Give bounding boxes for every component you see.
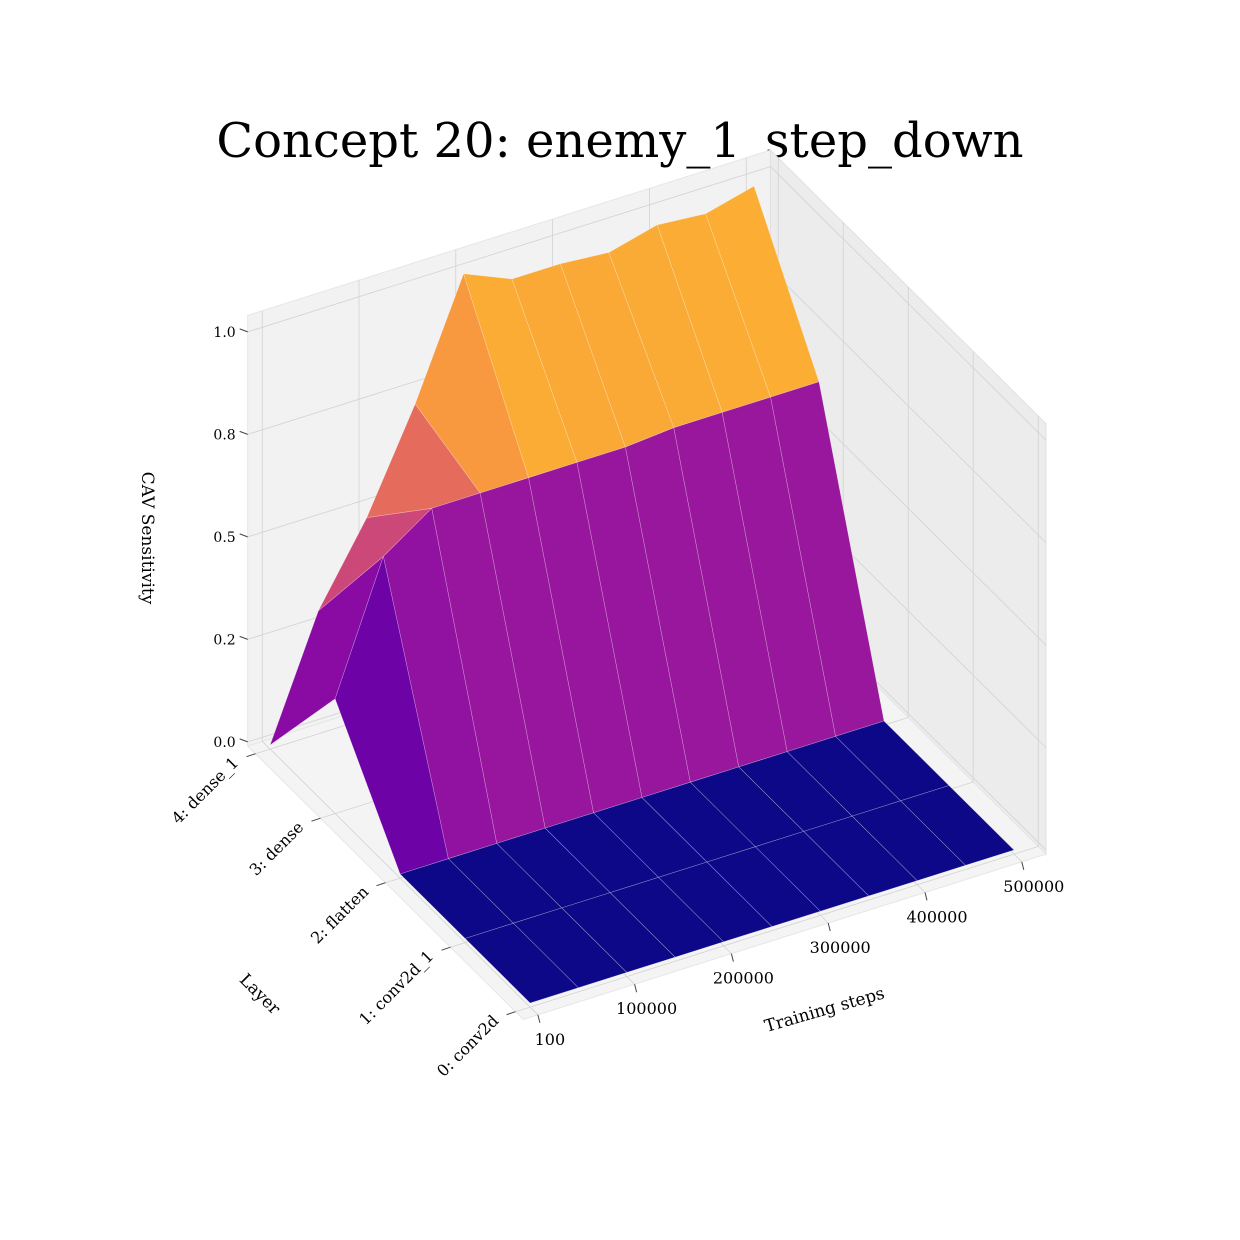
x-tick bbox=[924, 892, 928, 901]
z-axis-label: CAV Sensitivity bbox=[137, 472, 157, 605]
y-tick bbox=[376, 882, 386, 887]
surface-face bbox=[835, 720, 950, 802]
x-tick bbox=[730, 953, 734, 962]
z-tick-label: 0.5 bbox=[213, 530, 235, 546]
x-tick bbox=[1021, 861, 1025, 870]
x-tick-label: 200000 bbox=[713, 969, 774, 988]
chart-title: Concept 20: enemy_1_step_down bbox=[216, 113, 1023, 169]
y-axis-label: Layer bbox=[235, 970, 285, 1020]
z-tick-label: 0.8 bbox=[213, 427, 235, 443]
x-tick-label: 400000 bbox=[906, 907, 967, 926]
y-tick-label: 2: flatten bbox=[307, 882, 372, 947]
y-tick bbox=[246, 753, 256, 758]
x-tick-label: 500000 bbox=[1003, 877, 1064, 896]
z-tick bbox=[239, 635, 248, 640]
x-tick-label: 300000 bbox=[810, 938, 871, 957]
y-tick-label: 1: conv2d_1 bbox=[355, 947, 437, 1029]
z-gridline bbox=[247, 166, 1047, 441]
y-tick bbox=[311, 817, 321, 822]
y-gridline bbox=[515, 415, 1039, 1013]
y-tick-label: 3: dense bbox=[246, 818, 308, 880]
surface-face bbox=[900, 785, 1015, 866]
z-tick bbox=[239, 430, 248, 435]
z-tick-label: 0.0 bbox=[213, 735, 235, 751]
z-tick-label: 0.2 bbox=[213, 632, 235, 648]
surface bbox=[269, 185, 1015, 1004]
x-tick bbox=[827, 922, 831, 932]
z-tick bbox=[239, 328, 248, 333]
y-tick bbox=[441, 946, 451, 951]
x-tick-label: 100 bbox=[535, 1030, 566, 1049]
z-tick-label: 1.0 bbox=[213, 325, 235, 341]
x-gridline bbox=[261, 310, 539, 1016]
x-tick bbox=[537, 1014, 541, 1023]
x-axis-label: Training steps bbox=[762, 984, 887, 1037]
y-tick bbox=[506, 1011, 516, 1016]
surface-face bbox=[705, 185, 820, 398]
x-tick-label: 100000 bbox=[616, 999, 677, 1018]
y-tick-label: 4: dense_1 bbox=[168, 753, 243, 828]
y-tick-label: 0: conv2d bbox=[433, 1011, 502, 1080]
z-tick bbox=[239, 533, 248, 538]
x-tick bbox=[634, 984, 638, 993]
z-tick bbox=[239, 738, 248, 743]
surface-face bbox=[770, 381, 885, 737]
